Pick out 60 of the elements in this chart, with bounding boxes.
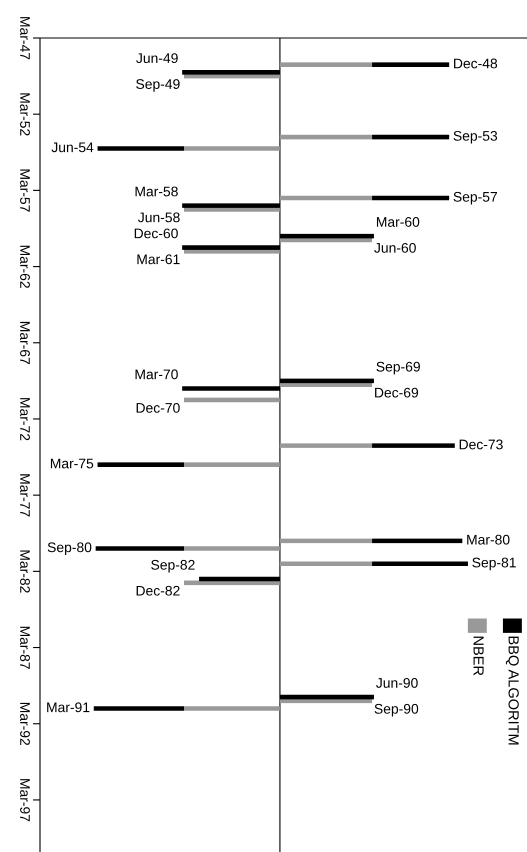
annotation: Mar-58 [136,186,178,196]
y-tick-label: Mar-97 [20,779,30,822]
annotation: Sep-57 [454,192,498,204]
y-tick-label: Mar-87 [20,626,30,669]
annotation: Sep-69 [376,362,420,374]
y-tick-label: Mar-92 [20,702,30,746]
annotation: Sep-90 [374,704,418,716]
bar [98,462,184,467]
y-tick-label: Mar-47 [20,17,30,60]
bar [372,561,468,566]
bar [280,196,372,200]
bar [372,196,450,200]
y-tick-label: Mar-52 [20,93,30,136]
bar [372,443,455,448]
annotation: Sep-53 [454,130,498,144]
bar [280,561,372,566]
annotation: Dec-73 [460,440,503,450]
annotation: Mar-70 [136,369,178,380]
y-tick-label: Mar-77 [20,474,30,516]
annotation: Mar-61 [137,254,180,264]
bar [98,146,184,151]
bar [184,706,280,711]
bar [94,706,184,711]
legend-label: BBQ ALGORITM [506,636,519,744]
bar [280,62,372,67]
bar [96,546,184,551]
bar [184,546,280,551]
y-tick-label: Mar-82 [20,550,30,593]
y-tick-label: Mar-62 [20,246,30,288]
annotation: Sep-80 [48,542,92,555]
annotation: Sep-82 [151,560,195,572]
y-tick-label: Mar-67 [20,322,30,364]
bar [184,146,280,151]
bar [372,538,462,544]
annotation: Dec-48 [454,58,498,68]
bar [280,443,372,448]
bar [280,134,372,140]
bar [184,398,280,402]
annotation: Mar-75 [50,458,94,468]
bar [184,462,280,467]
annotation: Sep-49 [136,79,180,92]
y-tick-label: Mar-57 [20,170,30,212]
annotation: Jun-60 [374,242,416,253]
bar [280,538,372,544]
annotation: Sep-81 [472,558,516,570]
legend-label: NBER [474,636,484,676]
annotation: Mar-91 [47,702,90,712]
annotation: Mar-80 [467,534,510,545]
bar [372,62,450,67]
annotation: Dec-70 [136,402,180,413]
annotation: Jun-90 [376,678,418,688]
annotation: Jun-49 [136,53,178,64]
annotation: Dec-69 [375,388,418,398]
annotation: Mar-60 [376,217,420,227]
annotation: Dec-82 [136,586,180,596]
bar [372,134,450,140]
y-tick-label: Mar-72 [20,398,30,440]
annotation: Dec-60 [134,228,178,238]
annotation: Jun-54 [52,142,94,152]
annotation: Jun-58 [138,212,180,222]
